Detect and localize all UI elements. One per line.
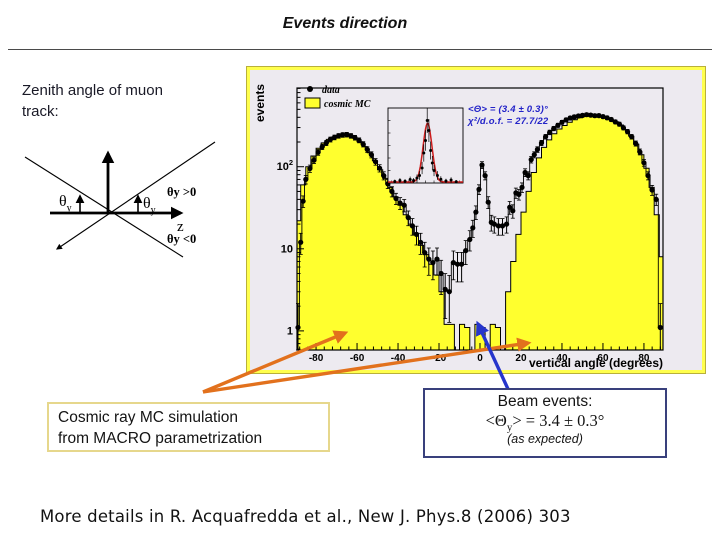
cosmic-mc-histogram <box>296 115 664 351</box>
zenith-angle-line1: Zenith angle of muon <box>22 82 163 99</box>
fit-mean-text: <Θ> = (3.4 ± 0.3)° <box>468 104 548 115</box>
beam-events-value: <Θy> = 3.4 ± 0.3° <box>485 411 605 434</box>
title-underline <box>8 49 712 50</box>
x-tick-label: 60 <box>597 353 609 364</box>
theta-y-label-right: θy <box>143 195 156 216</box>
reference-footer: More details in R. Acquafredda et al., N… <box>40 507 571 526</box>
data-points <box>295 112 663 351</box>
muon-track-diagram: θy θy z θy >0 θy <0 <box>24 141 216 258</box>
x-tick-label: -80 <box>309 353 324 364</box>
zenith-angle-label: Zenith angle of muon track: <box>22 80 163 122</box>
beam-events-title: Beam events: <box>497 393 593 410</box>
zenith-angle-line2: track: <box>22 103 59 120</box>
x-tick-label: 80 <box>638 353 650 364</box>
x-tick-label: -40 <box>391 353 406 364</box>
cosmic-mc-line2: from MACRO parametrization <box>58 430 263 447</box>
legend-label-data: data <box>322 85 340 96</box>
z-axis-label: z <box>177 219 184 235</box>
theta-negative-label: θy <0 <box>167 232 196 246</box>
cosmic-mc-callout: Cosmic ray MC simulation from MACRO para… <box>47 402 330 452</box>
angle-histogram-chart: -80 -60 -40 -20 0 20 40 60 80 1 10 102 events vertica… <box>253 84 664 370</box>
beam-events-callout: Beam events: <Θy> = 3.4 ± 0.3° (as expec… <box>423 388 667 458</box>
y-tick-label: 102 <box>277 158 293 173</box>
fit-annotation: <Θ> = (3.4 ± 0.3)° χ²/d.o.f. = 27.7/22 <box>468 104 548 128</box>
y-tick-label: 1 <box>287 325 293 337</box>
legend-label-cosmic-mc: cosmic MC <box>324 99 371 110</box>
x-tick-label: -60 <box>350 353 365 364</box>
legend: data cosmic MC <box>304 85 371 110</box>
theta-positive-label: θy >0 <box>167 185 196 199</box>
fit-chi2-text: χ²/d.o.f. = 27.7/22 <box>468 116 549 127</box>
x-axis-title: vertical angle (degrees) <box>529 356 663 370</box>
x-tick-label: 0 <box>477 353 483 364</box>
inset-fit-curve <box>388 122 463 183</box>
x-tick-label: -20 <box>432 353 447 364</box>
x-tick-label: 20 <box>515 353 527 364</box>
y-axis-title: events <box>253 84 267 122</box>
inset-plot <box>387 107 464 184</box>
muon-track-line-descending <box>24 156 184 258</box>
cosmic-mc-line1: Cosmic ray MC simulation <box>58 409 239 426</box>
y-tick-label: 10 <box>281 243 293 255</box>
x-tick-label: 40 <box>556 353 568 364</box>
theta-y-label-left: θy <box>59 193 72 214</box>
beam-events-note: (as expected) <box>507 432 583 447</box>
page-title: Events direction <box>282 15 408 32</box>
